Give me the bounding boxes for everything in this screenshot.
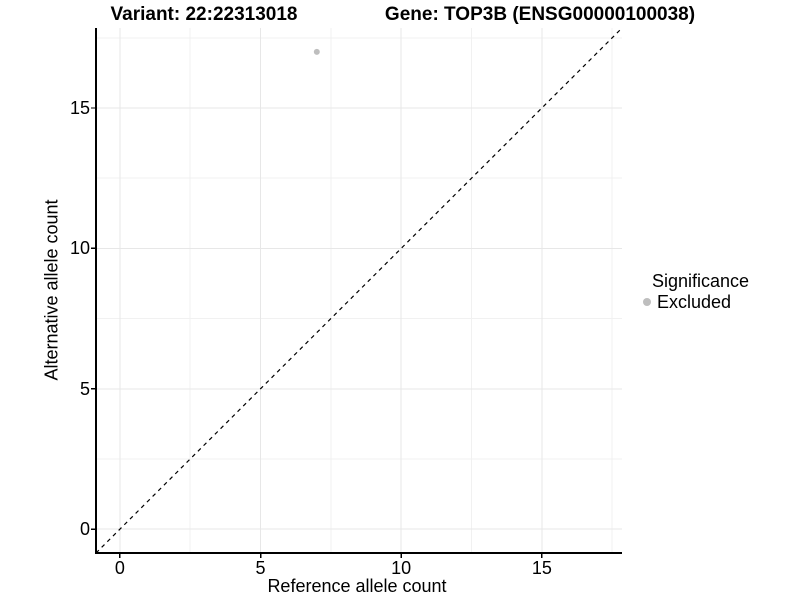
- x-tick-label: 10: [391, 558, 412, 578]
- data-point: [313, 48, 320, 55]
- x-tick-label: 15: [531, 558, 552, 578]
- x-tick-label: 0: [114, 558, 125, 578]
- legend-title: Significance: [652, 271, 750, 291]
- y-axis-label: Alternative allele count: [41, 199, 62, 381]
- y-tick-label: 5: [79, 378, 90, 399]
- identity-reference-line: [95, 27, 623, 554]
- y-tick-label: 0: [79, 519, 90, 540]
- legend-key-circle-icon: [643, 298, 651, 306]
- legend-item-label: Excluded: [657, 292, 732, 312]
- plot-title-variant: Variant: 22:22313018: [110, 4, 298, 25]
- x-axis-label: Reference allele count: [267, 576, 447, 596]
- y-tick-label: 15: [69, 98, 90, 118]
- x-tick-label: 5: [255, 558, 266, 578]
- plot-title-gene: Gene: TOP3B (ENSG00000100038): [384, 4, 696, 25]
- y-tick-label: 10: [69, 238, 90, 259]
